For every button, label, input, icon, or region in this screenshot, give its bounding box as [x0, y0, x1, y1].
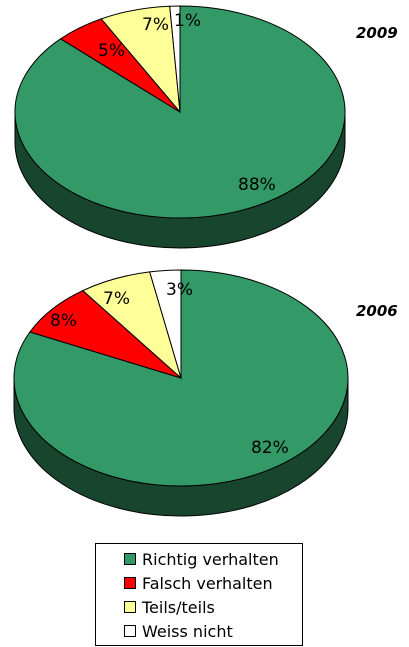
pie-year-label: 2006 [356, 302, 398, 320]
pie-label-richtig: 88% [238, 175, 276, 195]
pie-label-richtig: 82% [251, 438, 289, 458]
legend-label-richtig: Richtig verhalten [142, 549, 279, 569]
pie-year-label: 2009 [356, 24, 398, 42]
legend-swatch-falsch [124, 577, 136, 589]
legend-label-teils: Teils/teils [142, 597, 215, 617]
legend-label-weiss: Weiss nicht [142, 621, 233, 641]
legend-label-falsch: Falsch verhalten [142, 573, 273, 593]
pie-label-teils: 7% [103, 289, 130, 309]
legend-swatch-richtig [124, 553, 136, 565]
pie-label-falsch: 8% [50, 311, 77, 331]
pie-slice-weiss [149, 269, 182, 379]
chart-legend: Richtig verhalten Falsch verhalten Teils… [95, 543, 303, 646]
legend-swatch-weiss [124, 625, 136, 637]
pie-label-falsch: 5% [98, 41, 125, 61]
pie-chart-2009: 88% 5% 7% 1% 2009 [14, 5, 398, 249]
legend-item-richtig: Richtig verhalten [124, 547, 302, 571]
legend-item-teils: Teils/teils [124, 595, 302, 619]
legend-swatch-teils [124, 601, 136, 613]
pie-label-teils: 7% [142, 15, 169, 35]
pie-slice-weiss [169, 5, 181, 113]
pie-chart-2006: 82% 8% 7% 3% 2006 [13, 269, 398, 517]
pie-label-weiss: 1% [174, 11, 201, 31]
pie-label-weiss: 3% [166, 280, 193, 300]
legend-item-falsch: Falsch verhalten [124, 571, 302, 595]
legend-item-weiss: Weiss nicht [124, 619, 302, 643]
